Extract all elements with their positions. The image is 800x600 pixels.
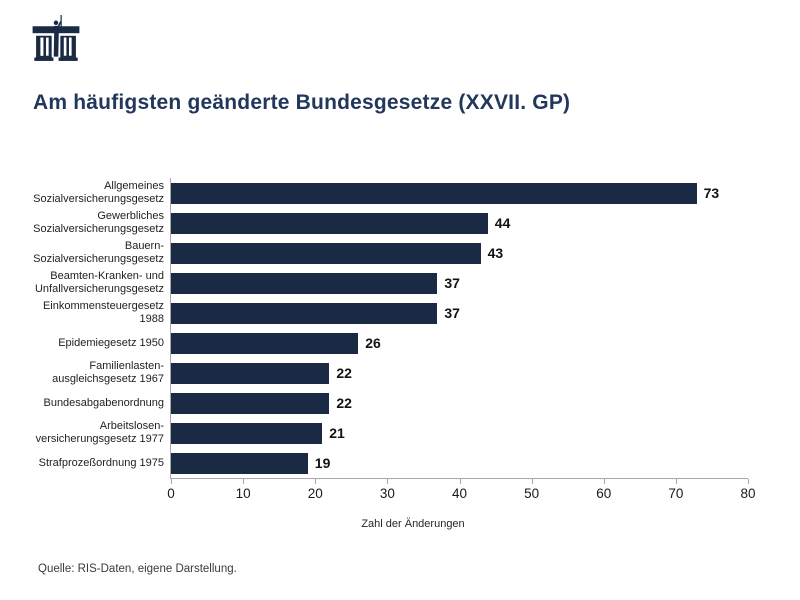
- bar-row: Familienlasten-ausgleichsgesetz 1967 22: [30, 358, 747, 388]
- value-label: 22: [336, 395, 352, 411]
- plot-cell: 26: [170, 328, 747, 358]
- bar: [171, 332, 359, 354]
- plot-cell: 21: [170, 418, 747, 448]
- category-label: Einkommensteuergesetz 1988: [42, 300, 164, 325]
- tick-mark: [459, 479, 461, 484]
- value-label: 37: [444, 275, 460, 291]
- category-label: Bauern- Sozialversicherungsgesetz: [33, 240, 164, 265]
- tick-mark: [171, 479, 172, 484]
- bar: [171, 452, 308, 474]
- category-label: Allgemeines Sozialversicherungsgesetz: [33, 180, 164, 205]
- tick-label: 60: [596, 486, 612, 501]
- bar-rows: Allgemeines Sozialversicherungsgesetz 73 Ge…: [30, 178, 747, 478]
- bar: [171, 182, 697, 204]
- tick-label: 10: [235, 486, 251, 501]
- bar: [171, 212, 488, 234]
- bar: [171, 422, 323, 444]
- tick-mark: [603, 479, 605, 484]
- value-label: 21: [329, 425, 345, 441]
- bar: [171, 242, 481, 264]
- plot-cell: 19: [170, 448, 747, 478]
- tick-label: 30: [379, 486, 395, 501]
- bar-row: Arbeitslosen-versicherungsgesetz 1977 21: [30, 418, 747, 448]
- category-label: Strafprozeßordnung 1975: [38, 456, 164, 469]
- page-title: Am häufigsten geänderte Bundesgesetze (X…: [33, 91, 571, 114]
- bar: [171, 362, 330, 384]
- category-label: Gewerbliches Sozialversicherungsgesetz: [33, 210, 164, 235]
- x-axis-title: Zahl der Änderungen: [361, 518, 465, 530]
- tick-mark: [315, 479, 317, 484]
- plot-cell: 73: [170, 178, 747, 208]
- value-label: 37: [444, 305, 460, 321]
- plot-cell: 22: [170, 358, 747, 388]
- value-label: 43: [487, 245, 504, 261]
- category-label: Familienlasten-ausgleichsgesetz 1967: [52, 360, 164, 385]
- bar-row: Beamten-Kranken- und Unfallversicherungsg…: [30, 268, 747, 298]
- plot-cell: 37: [170, 298, 747, 328]
- bar-chart: Allgemeines Sozialversicherungsgesetz 73 Ge…: [30, 178, 756, 538]
- bar-row: Strafprozeßordnung 1975 19: [30, 448, 747, 478]
- x-axis-tick-labels: 0 10 20 30 40 50 60 70 80: [167, 486, 755, 502]
- value-label: 44: [494, 215, 511, 231]
- tick-mark: [387, 479, 389, 484]
- parliament-building-icon: [32, 15, 80, 61]
- plot-cell: 43: [170, 238, 747, 268]
- plot-cell: 22: [170, 388, 747, 418]
- category-label: Beamten-Kranken- und Unfallversicherungsg…: [34, 270, 164, 295]
- value-label: 19: [314, 455, 331, 471]
- category-label: Epidemiegesetz 1950: [58, 336, 164, 349]
- category-label: Arbeitslosen-versicherungsgesetz 1977: [35, 420, 164, 445]
- plot-cell: 37: [170, 268, 747, 298]
- bar-row: Epidemiegesetz 1950 26: [30, 328, 747, 358]
- tick-label: 80: [740, 486, 756, 501]
- x-axis-ticks: [171, 479, 749, 484]
- bar-row: Bauern- Sozialversicherungsgesetz 43: [30, 238, 747, 268]
- category-label: Bundesabgabenordnung: [43, 396, 164, 409]
- tick-mark: [243, 479, 245, 484]
- bar: [171, 392, 330, 414]
- bar-row: Allgemeines Sozialversicherungsgesetz 73: [30, 178, 747, 208]
- bar-row: Gewerbliches Sozialversicherungsgesetz 44: [30, 208, 747, 238]
- x-axis-line: [170, 478, 748, 479]
- bar: [171, 302, 438, 324]
- tick-label: 40: [451, 486, 468, 501]
- value-label: 26: [365, 335, 381, 351]
- bar: [171, 272, 438, 294]
- bar-row: Einkommensteuergesetz 1988 37: [30, 298, 747, 328]
- tick-mark: [675, 479, 677, 484]
- tick-mark: [531, 479, 533, 484]
- plot-cell: 44: [170, 208, 747, 238]
- tick-label: 0: [167, 486, 175, 501]
- value-label: 22: [336, 365, 352, 381]
- value-label: 73: [703, 185, 720, 201]
- bar-row: Bundesabgabenordnung 22: [30, 388, 747, 418]
- source-note: Quelle: RIS-Daten, eigene Darstellung.: [38, 563, 237, 575]
- tick-label: 70: [668, 486, 684, 501]
- tick-mark: [748, 479, 749, 484]
- tick-label: 20: [307, 486, 323, 501]
- tick-label: 50: [524, 486, 540, 501]
